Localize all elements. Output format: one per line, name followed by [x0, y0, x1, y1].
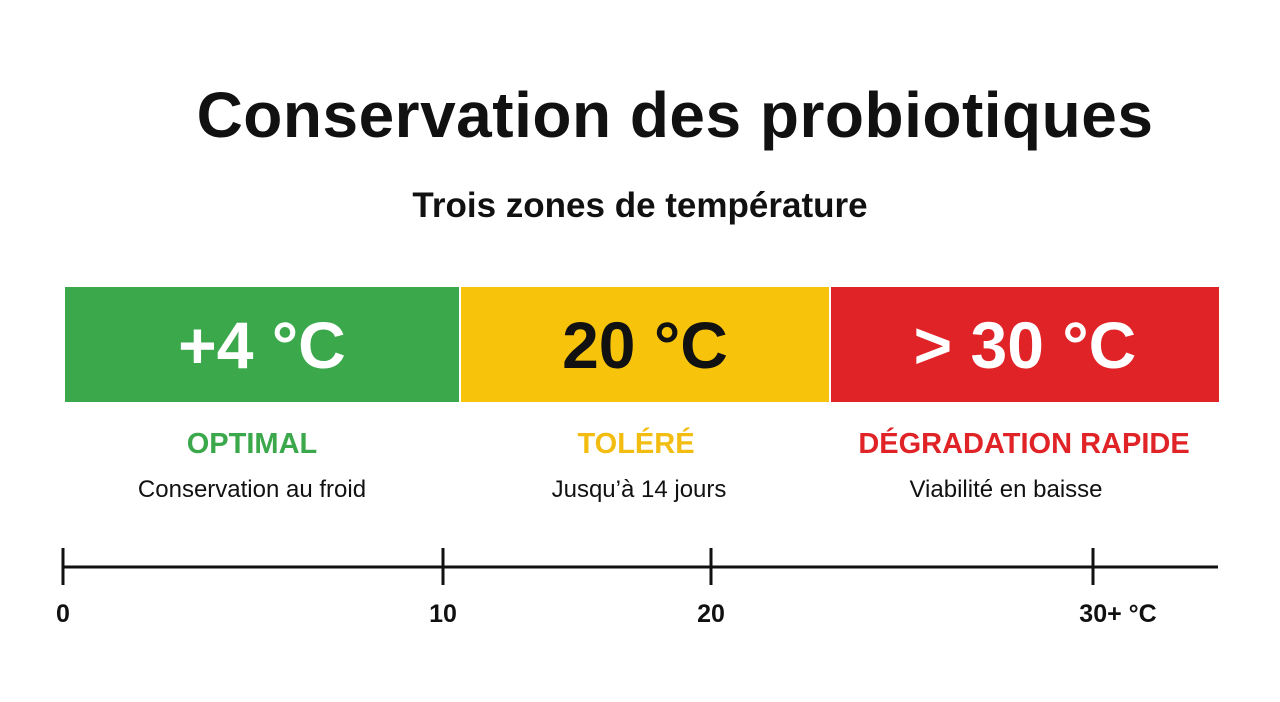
zone-band: > 30 °C — [831, 287, 1219, 402]
zone-band: 20 °C — [461, 287, 829, 402]
tick-label: 10 — [429, 600, 457, 628]
zone-description: Conservation au froid — [137, 476, 367, 503]
subtitle: Trois zones de température — [412, 186, 868, 225]
zone-description: Viabilité en baisse — [909, 476, 1103, 503]
zone-description: Jusqu’à 14 jours — [551, 476, 727, 503]
tick-label: 30+ °C — [1079, 600, 1157, 628]
zone-label: TOLÉRÉ — [577, 428, 695, 460]
zone-band: +4 °C — [65, 287, 459, 402]
title: Conservation des probiotiques — [196, 79, 1154, 151]
tick-label: 20 — [697, 600, 725, 628]
tick-label: 0 — [56, 600, 70, 628]
scale-axis — [61, 548, 1218, 585]
zone-label: DÉGRADATION RAPIDE — [858, 428, 1190, 460]
zone-label: OPTIMAL — [186, 428, 318, 460]
